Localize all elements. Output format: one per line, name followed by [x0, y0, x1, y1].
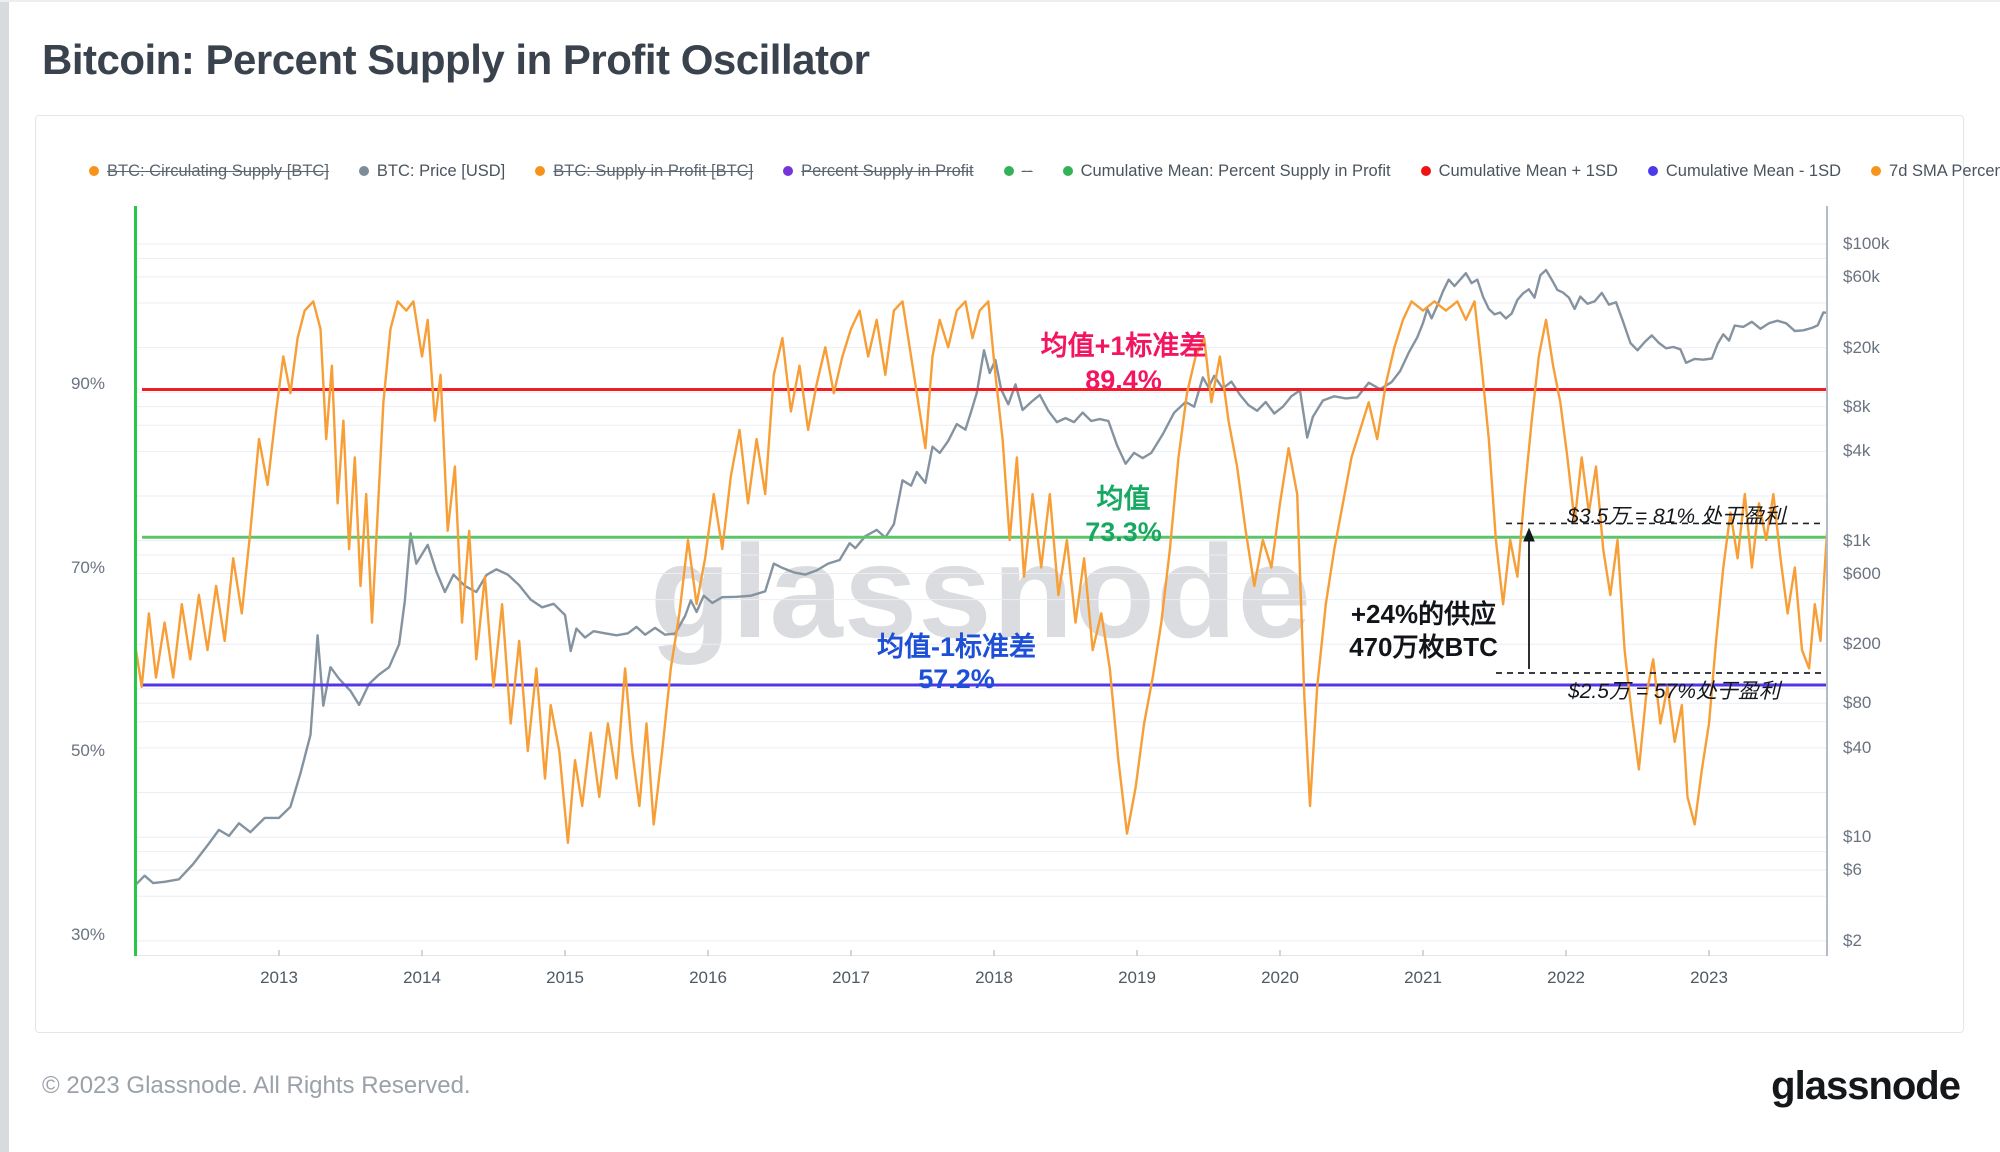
price-tick-label: $8k [1843, 396, 1871, 416]
price-tick-label: $100k [1843, 234, 1890, 253]
annotation-supply-delta-line1: +24%的供应 [1350, 599, 1497, 629]
annotation-lower-band-value: 57.2% [918, 664, 995, 694]
legend-item[interactable]: -- [1003, 161, 1033, 181]
legend-item-label: Percent Supply in Profit [801, 161, 974, 180]
percent-tick-label: 50% [70, 741, 105, 760]
price-tick-label: $6 [1843, 860, 1862, 880]
chart-card: BTC: Circulating Supply [BTC] BTC: Price … [35, 115, 2000, 1033]
legend-dot-icon [1003, 166, 1014, 176]
window-edge [0, 0, 9, 1152]
legend-item-label: Cumulative Mean + 1SD [1438, 161, 1618, 180]
price-tick-label: $600 [1843, 563, 1881, 583]
annotation-mean-value: 73.3% [1085, 517, 1162, 547]
year-tick-label: 2023 [1690, 968, 1728, 987]
price-tick-label: $200 [1843, 634, 1881, 654]
legend-item-label: BTC: Circulating Supply [BTC] [107, 161, 329, 180]
price-tick-label: $1k [1843, 530, 1871, 550]
page-title: Bitcoin: Percent Supply in Profit Oscill… [42, 36, 870, 83]
legend-item-label: -- [1021, 161, 1033, 180]
legend-item-label: Cumulative Mean - 1SD [1665, 161, 1842, 180]
legend-item[interactable]: BTC: Circulating Supply [BTC] [89, 162, 329, 181]
plot-area[interactable] [133, 206, 1829, 957]
legend-item-label: BTC: Supply in Profit [BTC] [553, 161, 754, 180]
year-tick-label: 2013 [260, 968, 298, 987]
price-series-line [133, 268, 1829, 887]
annotation-lower-band-label: 均值-1标准差 [876, 632, 1036, 662]
legend-dot-icon [783, 166, 794, 176]
legend-dot-icon [535, 166, 546, 176]
price-tick-label: $10 [1843, 827, 1872, 847]
legend-item[interactable]: BTC: Price [USD] [358, 161, 506, 181]
annotation-mean-label: 均值 [1096, 484, 1151, 514]
legend-item[interactable]: Percent Supply in Profit [783, 161, 974, 181]
price-tick-label: $80 [1843, 693, 1872, 713]
legend: BTC: Circulating Supply [BTC] BTC: Price … [89, 156, 2000, 186]
year-tick-label: 2014 [403, 968, 441, 987]
year-tick-label: 2015 [546, 968, 584, 987]
legend-dot-icon [1871, 166, 1882, 176]
year-tick-label: 2021 [1404, 968, 1442, 987]
price-tick-label: $20k [1843, 337, 1880, 357]
legend-item-label: Cumulative Mean: Percent Supply in Profi… [1080, 161, 1391, 180]
legend-item[interactable]: 7d SMA Percent Supply in Profit [1871, 162, 2000, 181]
price-tick-label: $60k [1843, 266, 1880, 286]
annotation-profit-high: $3.5万 = 81% 处于盈利 [1567, 505, 1785, 528]
percent-tick-label: 70% [70, 557, 105, 577]
legend-item-label: 7d SMA Percent Supply in Profit [1889, 161, 2000, 180]
legend-item[interactable]: Cumulative Mean: Percent Supply in Profi… [1062, 161, 1391, 181]
year-tick-label: 2020 [1261, 968, 1299, 987]
legend-dot-icon [1647, 166, 1658, 176]
legend-item[interactable]: Cumulative Mean + 1SD [1420, 161, 1618, 181]
legend-dot-icon [358, 166, 369, 176]
glassnode-logo: glassnode [1771, 1064, 1961, 1108]
legend-item-label: BTC: Price [USD] [376, 161, 506, 180]
annotation-upper-band-value: 89.4% [1085, 365, 1162, 395]
annotation-supply-delta-line2: 470万枚BTC [1349, 632, 1498, 662]
price-tick-label: $40 [1843, 737, 1872, 757]
year-tick-label: 2019 [1118, 968, 1156, 987]
oscillator-chart[interactable] [133, 206, 1829, 957]
year-tick-label: 2017 [832, 968, 870, 987]
legend-dot-icon [1062, 166, 1073, 176]
annotation-supply-delta: +24%的供应 470万枚BTC [1331, 598, 1516, 664]
annotation-mean: 均值 73.3% [1041, 483, 1206, 549]
percent-tick-label: 90% [70, 374, 105, 393]
year-tick-label: 2016 [689, 968, 727, 987]
annotation-upper-band-label: 均值+1标准差 [1040, 331, 1207, 361]
legend-dot-icon [89, 166, 99, 176]
range-arrow-head-icon [1523, 527, 1535, 542]
annotation-upper-band: 均值+1标准差 89.4% [1021, 329, 1226, 397]
legend-dot-icon [1420, 166, 1431, 176]
year-tick-label: 2022 [1547, 968, 1585, 987]
annotation-lower-band: 均值-1标准差 57.2% [854, 631, 1059, 695]
oscillator-series-line [133, 300, 1829, 844]
price-tick-label: $4k [1843, 441, 1871, 461]
percent-tick-label: 30% [70, 924, 105, 944]
price-tick-label: $2 [1843, 930, 1862, 950]
window-top-border [0, 0, 2000, 2]
legend-item[interactable]: Cumulative Mean - 1SD [1647, 161, 1842, 181]
legend-item[interactable]: BTC: Supply in Profit [BTC] [535, 162, 753, 181]
annotation-profit-low: $2.5万 = 57%处于盈利 [1568, 680, 1780, 703]
footer-copyright: © 2023 Glassnode. All Rights Reserved. [42, 1072, 471, 1099]
year-tick-label: 2018 [975, 968, 1013, 987]
